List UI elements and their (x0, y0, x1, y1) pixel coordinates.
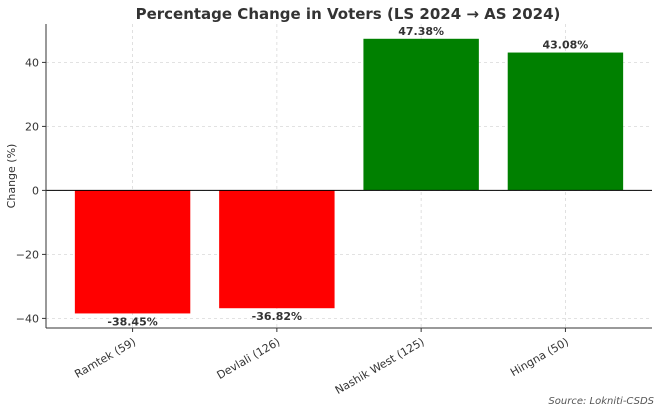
chart-title: Percentage Change in Voters (LS 2024 → A… (136, 5, 561, 23)
bar (363, 38, 479, 191)
data-label: -36.82% (252, 310, 302, 323)
data-label: 47.38% (398, 25, 444, 38)
bar (219, 190, 335, 309)
y-axis-label: Change (%) (5, 144, 18, 209)
x-tick-label: Ramtek (59) (72, 335, 138, 380)
y-tick-label: 20 (25, 120, 39, 133)
axes (45, 24, 652, 329)
data-label: -38.45% (107, 315, 157, 328)
data-label: 43.08% (543, 39, 589, 52)
bars (74, 38, 624, 314)
x-tick-label: Devlali (126) (215, 335, 283, 382)
y-tick-label: 0 (32, 184, 39, 197)
x-tick-label: Hingna (50) (508, 335, 571, 379)
y-tick-label: −40 (16, 312, 39, 325)
bar (507, 52, 624, 191)
bar (74, 190, 191, 314)
y-tick-label: −20 (16, 248, 39, 261)
data-labels: -38.45% -36.82% 47.38% 43.08% (107, 25, 588, 329)
x-tick-label: Nashik West (125) (333, 335, 427, 397)
y-tick-label: 40 (25, 56, 39, 69)
source-note: Source: Lokniti-CSDS (548, 396, 654, 407)
